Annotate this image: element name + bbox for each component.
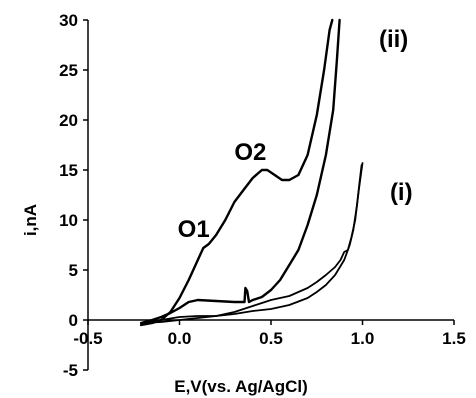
series-line-4	[142, 162, 364, 324]
annotation-label: (ii)	[379, 26, 408, 53]
x-axis-title: E,V(vs. Ag/AgCl)	[174, 377, 308, 396]
y-tick-label: 25	[59, 61, 78, 80]
series-line-2	[139, 18, 341, 325]
y-axis-title: i,nA	[21, 204, 40, 236]
x-tick-label: 1.5	[442, 329, 466, 348]
annotation-label: O1	[178, 216, 210, 243]
annotation-label: O2	[234, 139, 266, 166]
y-tick-label: 0	[69, 311, 78, 330]
y-tick-label: 30	[59, 11, 78, 30]
annotation-label: (i)	[390, 179, 413, 206]
x-tick-label: 0.0	[168, 329, 192, 348]
y-tick-label: 20	[59, 111, 78, 130]
y-tick-label: 5	[69, 261, 78, 280]
y-tick-label: 15	[59, 161, 78, 180]
axes: -5 0 5 10 15 20 25 30 -0.5 0.0 0.5 1.0 1.5	[59, 11, 466, 380]
series-line-1	[139, 18, 334, 327]
y-tick-label: 10	[59, 211, 78, 230]
x-tick-label: -0.5	[73, 329, 102, 348]
x-tick-label: 0.5	[259, 329, 283, 348]
x-tick-label: 1.0	[351, 329, 375, 348]
y-tick-label: -5	[63, 361, 78, 380]
labels: E,V(vs. Ag/AgCl) i,nA (ii) O2 (i) O1	[21, 26, 413, 396]
curves	[139, 18, 364, 327]
